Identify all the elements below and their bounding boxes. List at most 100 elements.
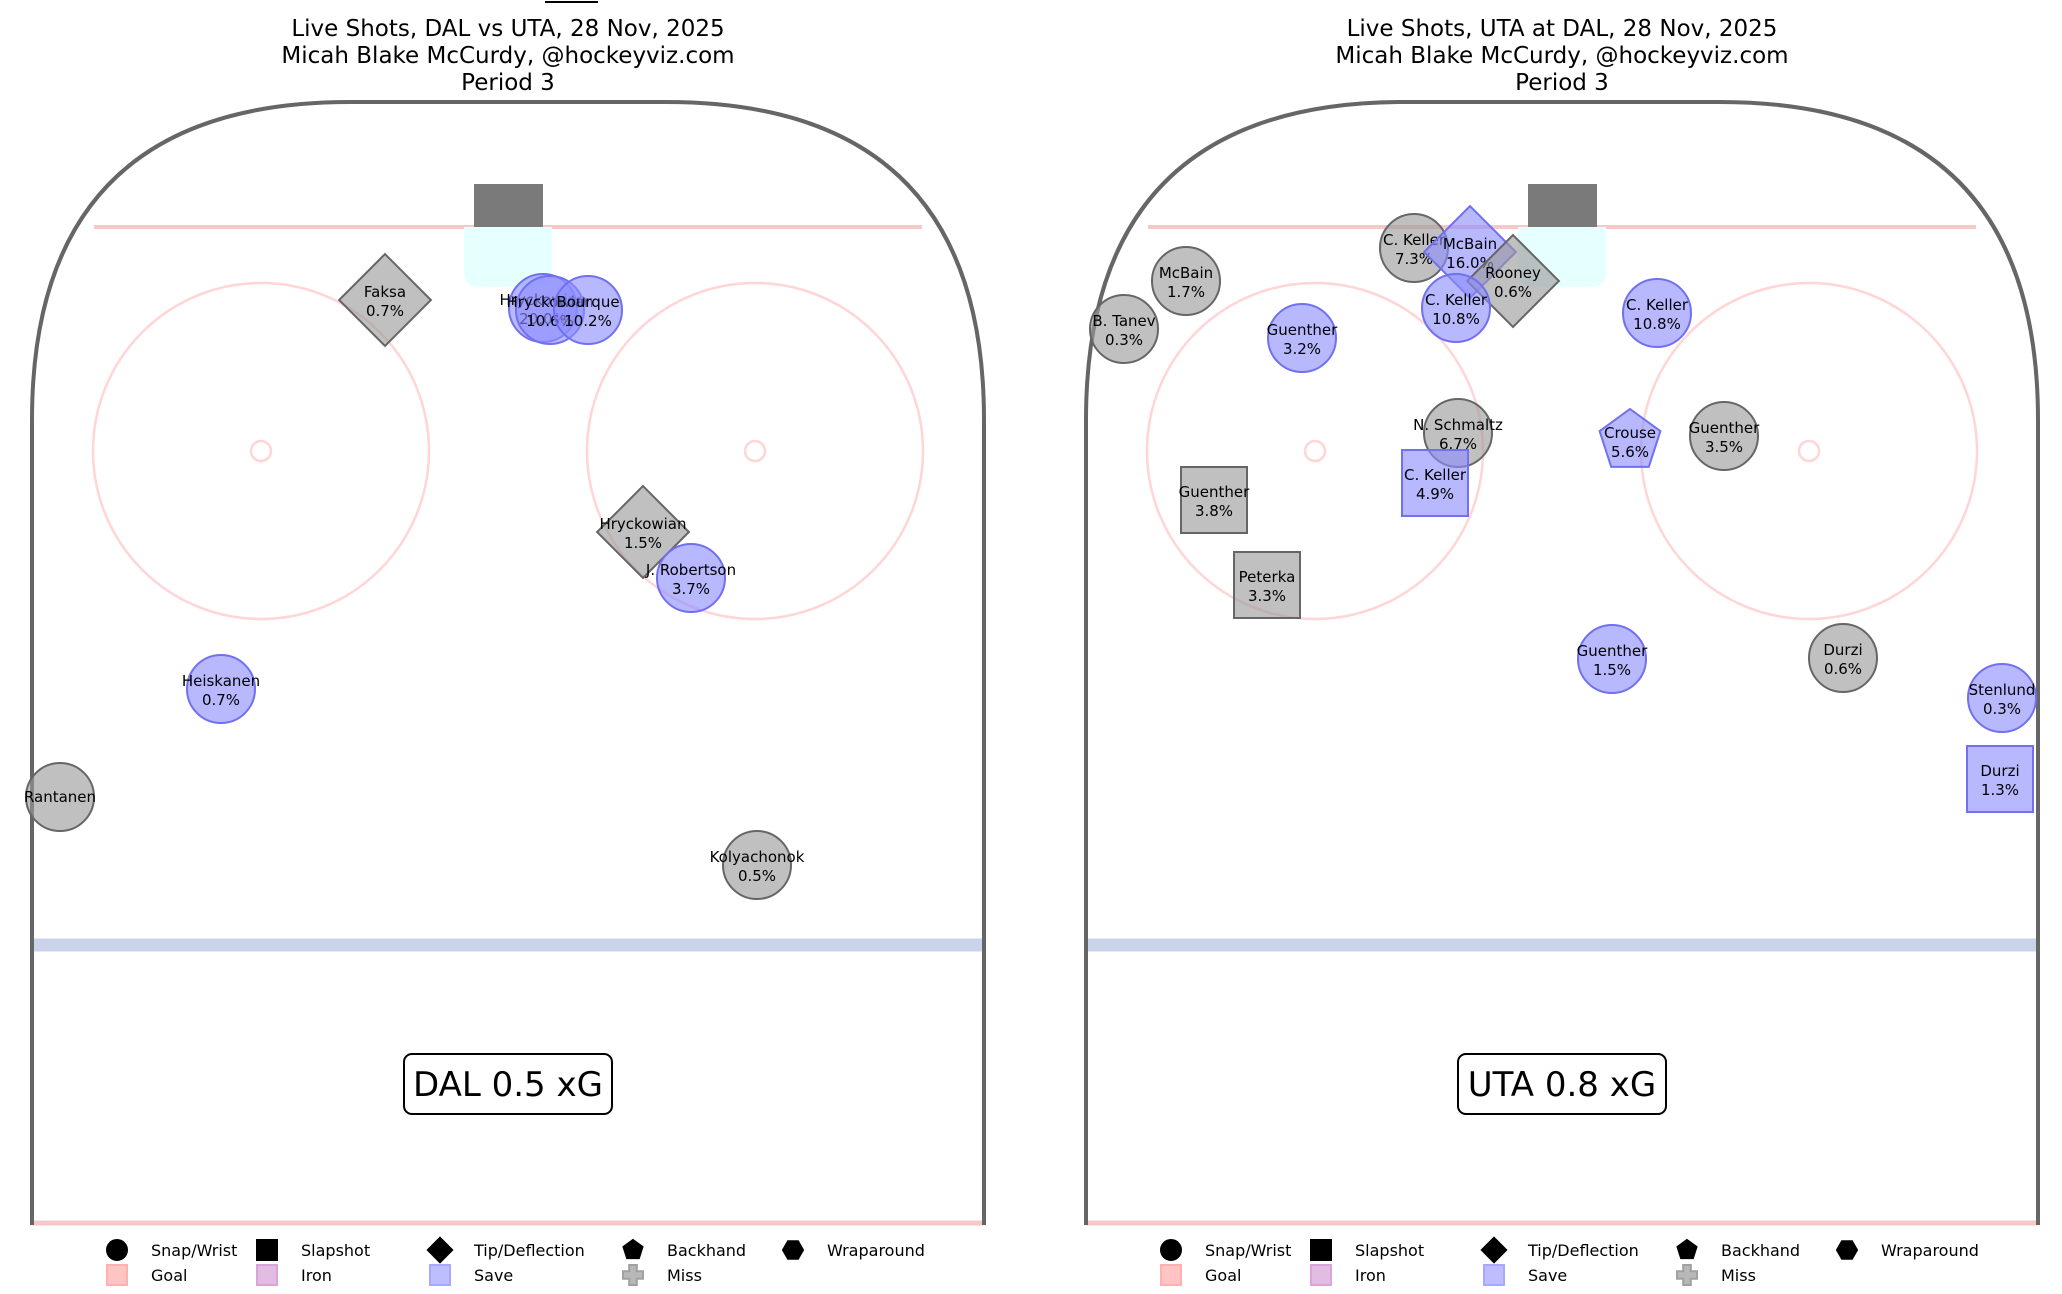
shot-player-label: C. Keller [1425, 291, 1488, 309]
shot-player-label: B. Tanev [1092, 312, 1155, 330]
shot-xg-label: 5.6% [1611, 443, 1649, 461]
legend-result-label: Miss [1721, 1266, 1756, 1285]
faceoff-dot-left [249, 439, 273, 463]
legend-hexagon-icon [1835, 1240, 1859, 1260]
faceoff-circle-left [91, 281, 431, 621]
faceoff-circle-right [1639, 281, 1979, 621]
shot-player-label: Stenlund [1969, 681, 2036, 699]
legend-shape-label: Backhand [667, 1241, 746, 1260]
shot-player-label: Durzi [1823, 641, 1862, 659]
rink-panel-left: Live Shots, DAL vs UTA, 28 Nov, 2025 Mic… [24, 1, 986, 1286]
shot-xg-label: 1.7% [1167, 283, 1205, 301]
shot-player-label: Heiskanen [182, 672, 260, 690]
shot-xg-label: 3.5% [1705, 438, 1743, 456]
shot-pentagon-save [1598, 407, 1662, 468]
legend-result-label: Iron [1355, 1266, 1386, 1285]
panel-title-line2: Micah Blake McCurdy, @hockeyviz.com [1335, 43, 1788, 69]
panel-title-line1: Live Shots, DAL vs UTA, 28 Nov, 2025 [291, 16, 724, 42]
shot-player-label: Rantanen [24, 788, 96, 806]
faceoff-dot-left [1303, 439, 1327, 463]
legend-goal-icon [106, 1264, 128, 1286]
legend-shape-label: Snap/Wrist [151, 1241, 237, 1260]
shot-xg-label: 0.7% [202, 691, 240, 709]
rink-panel-right: Live Shots, UTA at DAL, 28 Nov, 2025 Mic… [1084, 16, 2040, 1286]
shot-circle-save [186, 654, 256, 724]
legend-shape-label: Slapshot [301, 1241, 370, 1260]
legend-shape-label: Tip/Deflection [1527, 1241, 1639, 1260]
shot-circle-save [1267, 303, 1337, 373]
shot-circle-miss [1808, 623, 1878, 693]
shot-player-label: Guenther [1179, 483, 1250, 501]
legend-result-label: Iron [301, 1266, 332, 1285]
shot-marker: Rantanen [24, 762, 96, 832]
panel-title-line1: Live Shots, UTA at DAL, 28 Nov, 2025 [1347, 16, 1778, 42]
shot-xg-label: 1.3% [1981, 781, 2019, 799]
shot-xg-label: 10.8% [1432, 310, 1480, 328]
shot-xg-label: 1.5% [1593, 661, 1631, 679]
shot-xg-label: 0.6% [1494, 283, 1532, 301]
shot-circle-miss [1089, 294, 1159, 364]
shot-player-label: Guenther [1577, 642, 1648, 660]
panel-title-line2: Micah Blake McCurdy, @hockeyviz.com [281, 43, 734, 69]
shot-xg-label: 10.2% [564, 312, 612, 330]
shots-layer-left: Faksa0.7%Hryckowian20.0%Hryckowian10.6%B… [24, 252, 805, 900]
goal-net [1528, 184, 1597, 227]
shot-player-label: C. Keller [1404, 466, 1467, 484]
shot-player-label: N. Schmaltz [1413, 416, 1503, 434]
rink-boards [30, 100, 986, 1225]
shot-xg-label: 0.6% [1824, 660, 1862, 678]
legend-shape-label: Slapshot [1355, 1241, 1424, 1260]
legend-result-label: Save [474, 1266, 513, 1285]
faceoff-dot-right [743, 439, 767, 463]
shot-circle-save [553, 275, 623, 345]
goal-net [474, 184, 543, 227]
legend-shape-label: Wraparound [1881, 1241, 1979, 1260]
shot-xg-label: 3.7% [672, 580, 710, 598]
panel-title-line3: Period 3 [1515, 70, 1609, 96]
shot-player-label: C. Keller [1626, 296, 1689, 314]
shot-square-save [1401, 449, 1469, 517]
total-xg-label: UTA 0.8 xG [1468, 1065, 1656, 1105]
shot-xg-label: 0.3% [1105, 331, 1143, 349]
legend-shape-label: Wraparound [827, 1241, 925, 1260]
legend-shape-label: Snap/Wrist [1205, 1241, 1291, 1260]
legend-miss-icon [1676, 1264, 1698, 1286]
shot-xg-label: 0.7% [366, 302, 404, 320]
shot-xg-label: 3.8% [1195, 502, 1233, 520]
shot-circle-save [1577, 624, 1647, 694]
shot-circle-miss [1151, 246, 1221, 316]
legend-square-icon [256, 1239, 278, 1261]
legend-result-label: Goal [151, 1266, 187, 1285]
shot-circle-miss [25, 762, 95, 832]
legend-result-label: Save [1528, 1266, 1567, 1285]
shot-player-label: Guenther [1689, 419, 1760, 437]
legend-shape-label: Tip/Deflection [473, 1241, 585, 1260]
legend-pentagon-icon [1676, 1238, 1698, 1260]
shot-player-label: Bourque [556, 293, 619, 311]
shot-player-label: C. Keller [1383, 231, 1446, 249]
faceoff-circle-right [585, 281, 925, 621]
shot-square-miss [1180, 466, 1248, 534]
shot-player-label: Durzi [1980, 762, 2019, 780]
legend-pentagon-icon [622, 1238, 644, 1260]
legend-result-label: Goal [1205, 1266, 1241, 1285]
legend-hexagon-icon [781, 1240, 805, 1260]
shot-circle-miss [1689, 401, 1759, 471]
legend-miss-icon [622, 1264, 644, 1286]
shot-player-label: Faksa [364, 283, 406, 301]
legend-shape-label: Backhand [1721, 1241, 1800, 1260]
total-xg-box [403, 1053, 613, 1115]
